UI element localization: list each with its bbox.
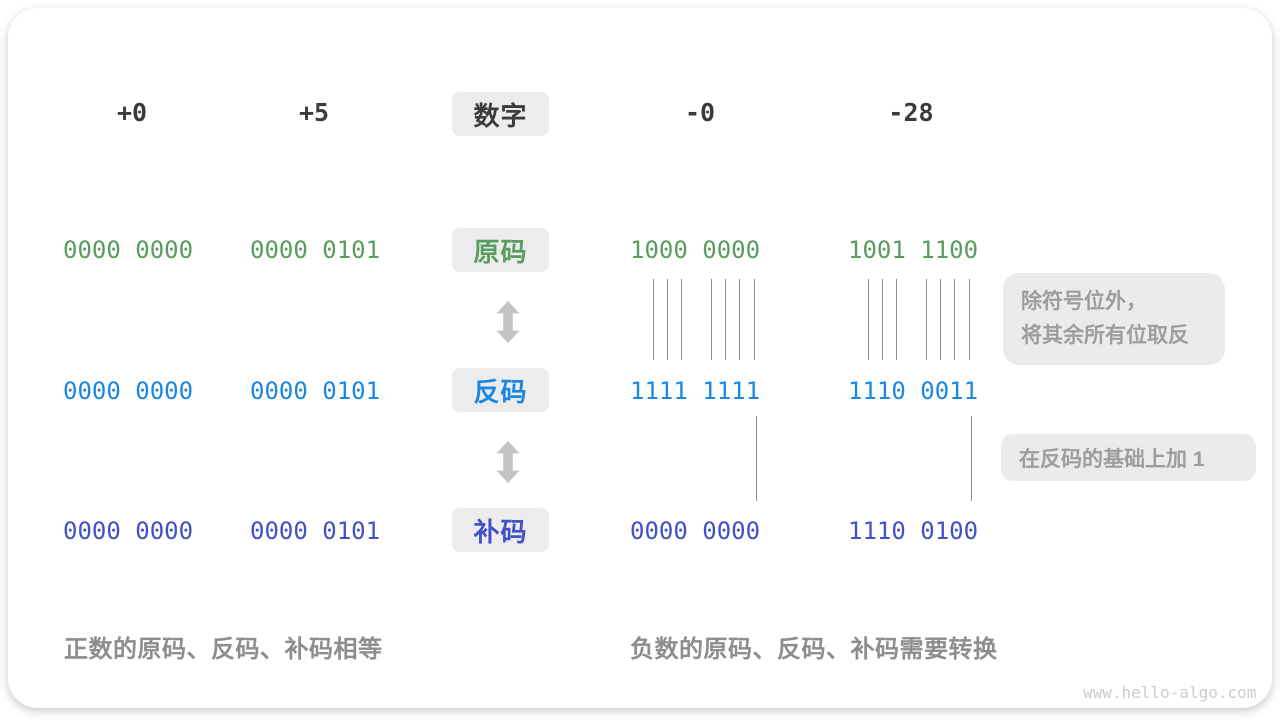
invert-bits-note: 除符号位外， 将其余所有位取反	[1003, 273, 1225, 365]
header-neg-twenty-eight: -28	[888, 98, 934, 127]
caption-positive: 正数的原码、反码、补码相等	[64, 636, 383, 663]
add-one-line	[756, 416, 757, 501]
bit-flip-line	[739, 279, 740, 360]
twos-complement-pos-zero: 0000 0000	[63, 517, 194, 545]
invert-bits-note-line2: 将其余所有位取反	[1021, 324, 1189, 347]
caption-negative: 负数的原码、反码、补码需要转换	[630, 636, 998, 663]
add-one-line	[971, 416, 972, 501]
header-number-label: 数字	[452, 92, 549, 136]
diagram-card: +0 +5 数字 -0 -28 0000 0000 0000 0101 原码 1…	[8, 8, 1272, 708]
twos-complement-pos-five: 0000 0101	[250, 517, 381, 545]
bit-flip-line	[969, 279, 970, 360]
header-pos-zero: +0	[116, 98, 148, 127]
convert-arrow-icon	[496, 441, 520, 483]
bit-flip-line	[940, 279, 941, 360]
sign-magnitude-pos-five: 0000 0101	[250, 236, 381, 264]
ones-complement-pos-zero: 0000 0000	[63, 377, 194, 405]
invert-bits-note-line1: 除符号位外，	[1021, 290, 1147, 313]
add-one-note: 在反码的基础上加 1	[1001, 434, 1256, 481]
ones-complement-neg-28: 1110 0011	[848, 377, 979, 405]
ones-complement-label: 反码	[452, 368, 549, 412]
bit-flip-line	[725, 279, 726, 360]
sign-magnitude-neg-zero: 1000 0000	[630, 236, 761, 264]
convert-arrow-icon	[496, 301, 520, 343]
ones-complement-neg-zero: 1111 1111	[630, 377, 761, 405]
twos-complement-neg-28: 1110 0100	[848, 517, 979, 545]
sign-magnitude-neg-28: 1001 1100	[848, 236, 979, 264]
bit-flip-line	[653, 279, 654, 360]
twos-complement-label: 补码	[452, 508, 549, 552]
bit-flip-line	[926, 279, 927, 360]
bit-flip-line	[667, 279, 668, 360]
bit-flip-line	[711, 279, 712, 360]
sign-magnitude-label: 原码	[452, 228, 549, 272]
header-pos-five: +5	[298, 98, 330, 127]
sign-magnitude-pos-zero: 0000 0000	[63, 236, 194, 264]
bit-flip-line	[754, 279, 755, 360]
bit-flip-line	[954, 279, 955, 360]
watermark: www.hello-algo.com	[1083, 683, 1257, 702]
bit-flip-line	[882, 279, 883, 360]
header-neg-zero: -0	[684, 98, 716, 127]
bit-flip-line	[681, 279, 682, 360]
bit-flip-line	[868, 279, 869, 360]
twos-complement-neg-zero: 0000 0000	[630, 517, 761, 545]
bit-flip-line	[896, 279, 897, 360]
ones-complement-pos-five: 0000 0101	[250, 377, 381, 405]
